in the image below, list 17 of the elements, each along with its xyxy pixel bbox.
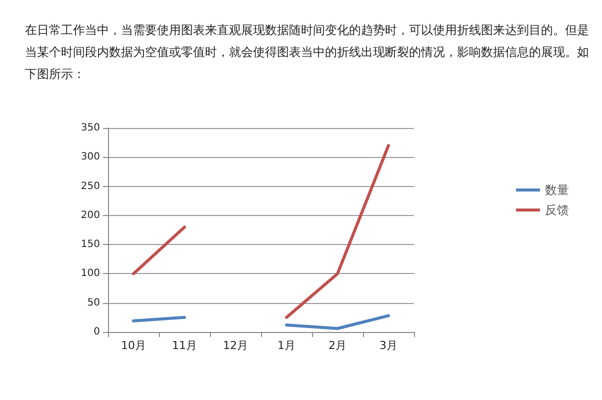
y-tick-label: 200 — [80, 210, 100, 221]
y-tick-label: 50 — [87, 297, 100, 308]
y-tick-label: 100 — [80, 268, 100, 280]
x-tick-label: 10月 — [121, 339, 146, 352]
x-tick-label: 11月 — [172, 339, 197, 352]
legend-label: 反馈 — [545, 203, 569, 217]
y-tick-label: 350 — [80, 122, 100, 134]
chart-title: 在日常工作当中，当需要使用图表来直观展现数据随时间变化的趋势时，可以使用折线图来达到目的。但是当某个时间段内数据为空值或零值时，就会使得图表当中的折线出现断裂的情况，影响数据信息的展现。如下图所示： — [25, 23, 589, 81]
x-tick-label: 12月 — [223, 339, 248, 352]
x-tick-label: 1月 — [278, 339, 296, 352]
y-tick-label: 150 — [80, 239, 100, 250]
y-tick-label: 300 — [80, 152, 100, 163]
x-tick-label: 3月 — [380, 339, 398, 352]
legend-label: 数量 — [545, 183, 569, 197]
x-tick-label: 2月 — [328, 339, 346, 352]
y-tick-label: 250 — [80, 180, 100, 192]
y-tick-label: 0 — [94, 326, 100, 338]
